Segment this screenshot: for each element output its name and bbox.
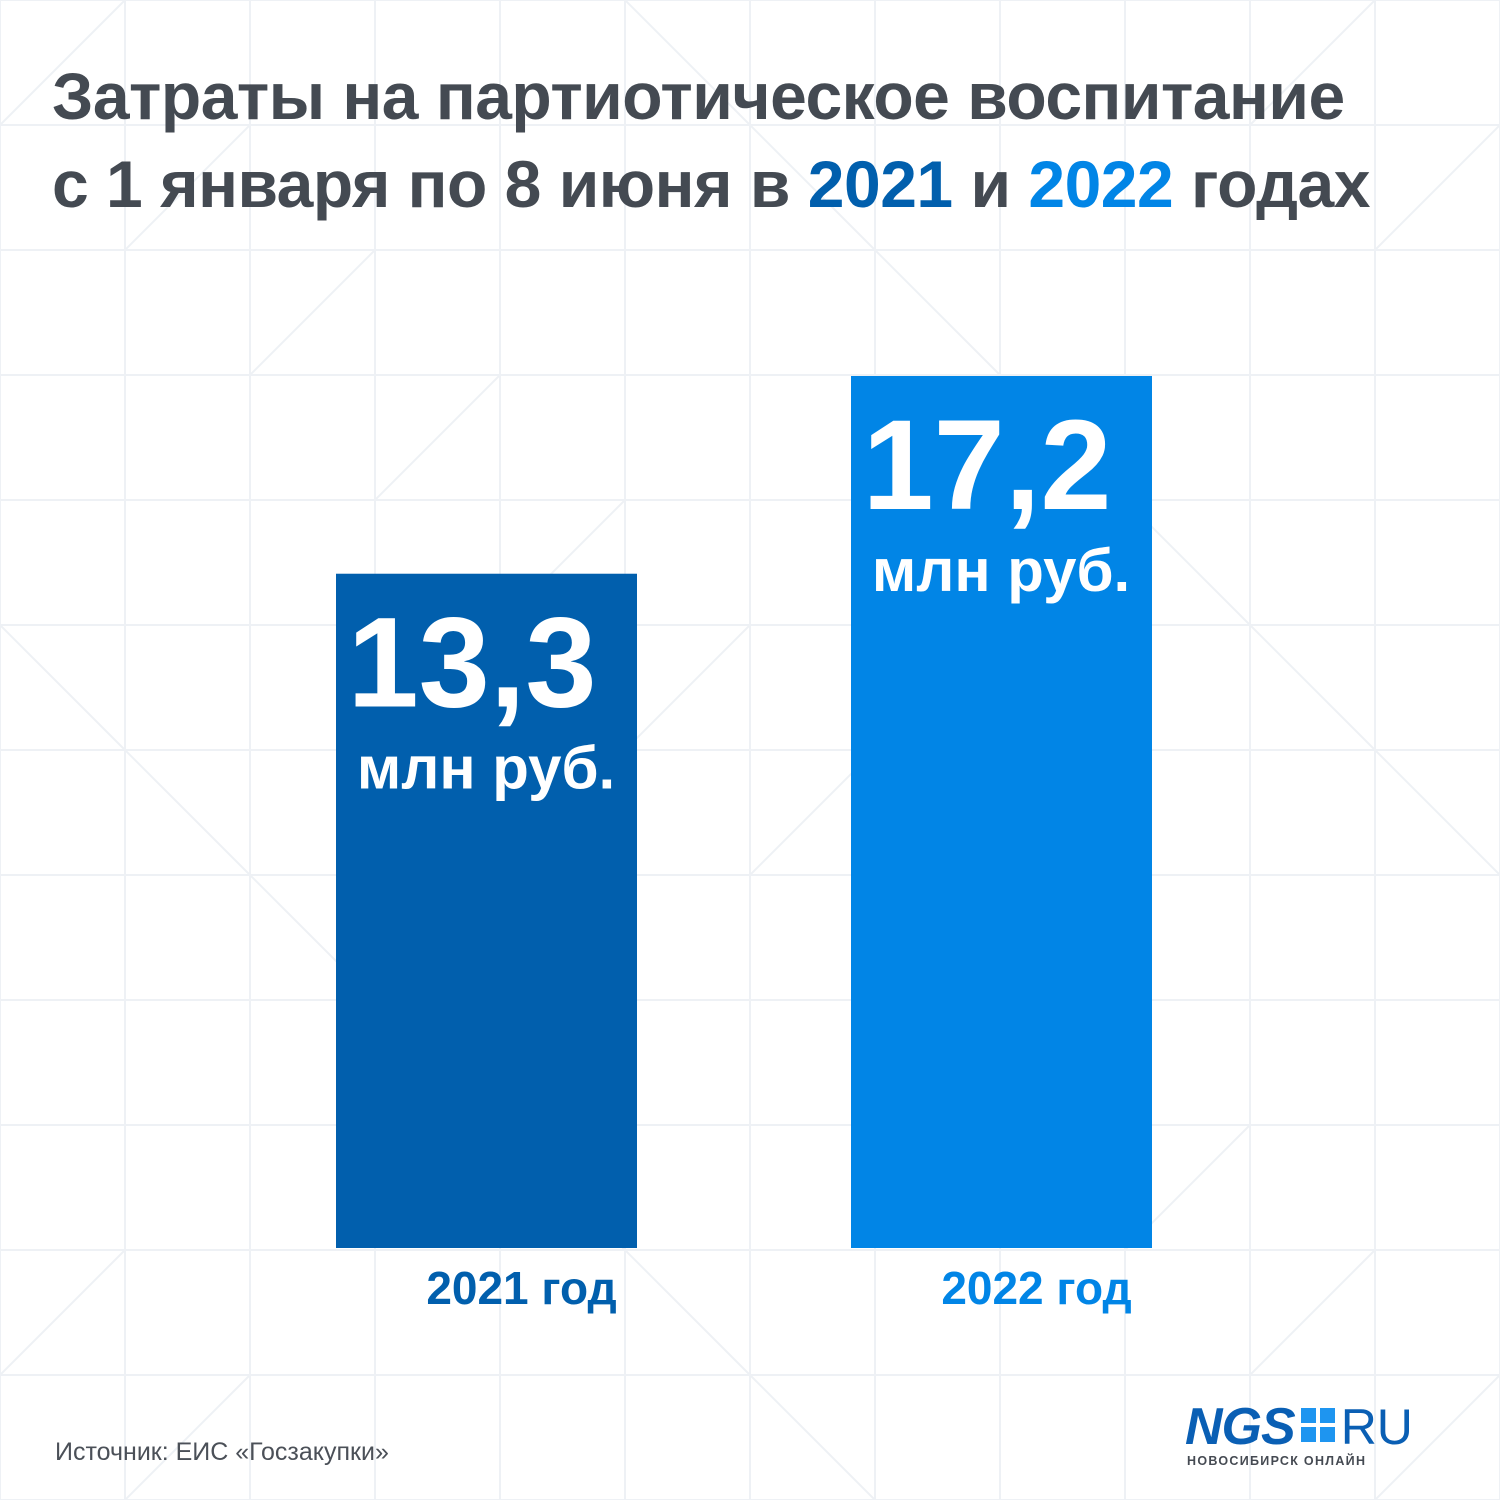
source-note: Источник: ЕИС «Госзакупки» bbox=[55, 1438, 389, 1466]
category-label-2: 2022 год bbox=[941, 1262, 1131, 1314]
title-year-2021: 2021 bbox=[807, 147, 953, 221]
title-line-2-start: с 1 января по 8 июня в bbox=[52, 147, 808, 221]
category-label-1: 2021 год bbox=[426, 1262, 616, 1314]
bar-unit-label-1: млн руб. bbox=[357, 735, 615, 802]
chart-title: Затраты на партиотическое воспитание с 1… bbox=[52, 52, 1452, 228]
title-year-2022: 2022 bbox=[1028, 147, 1174, 221]
title-conjunction: и bbox=[952, 147, 1029, 221]
logo-suffix: RU bbox=[1340, 1399, 1413, 1455]
title-line-1: Затраты на партиотическое воспитание bbox=[52, 59, 1345, 133]
logo-square-icon bbox=[1300, 1408, 1335, 1442]
title-line-2-end: годах bbox=[1173, 147, 1370, 221]
logo-name: NGS bbox=[1185, 1398, 1296, 1456]
ngs-logo: NGS RU НОВОСИБИРСК ОНЛАЙН bbox=[1185, 1401, 1465, 1473]
bar-value-label-1: 13,3 bbox=[347, 592, 596, 735]
bar-unit-label-2: млн руб. bbox=[872, 537, 1130, 604]
bar-value-label-2: 17,2 bbox=[862, 394, 1111, 537]
bar-2 bbox=[851, 376, 1152, 1248]
bar-1 bbox=[336, 573, 637, 1248]
logo-tagline: НОВОСИБИРСК ОНЛАЙН bbox=[1187, 1454, 1367, 1468]
